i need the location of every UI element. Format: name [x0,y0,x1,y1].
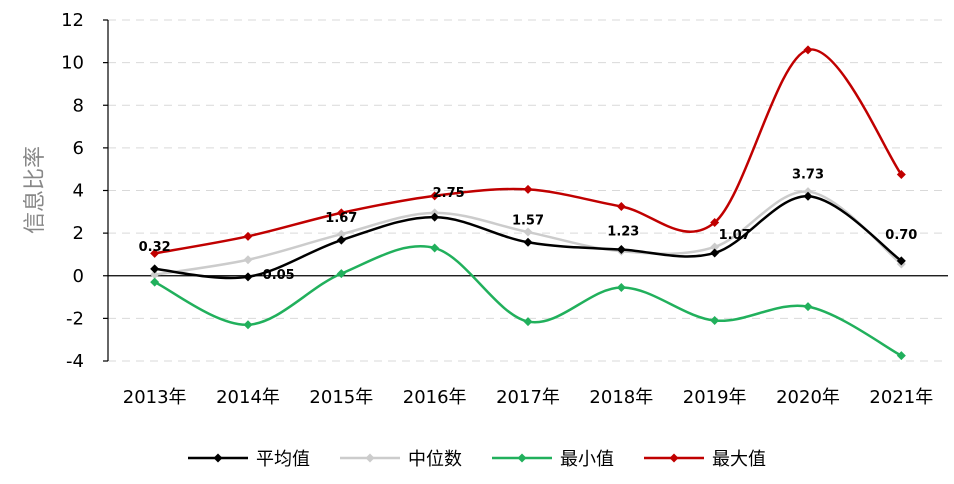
data-point [896,351,906,361]
x-tick-label: 2019年 [683,387,747,408]
legend: 平均值 中位数 最小值 最大值 [0,438,954,478]
data-point [523,227,533,237]
data-label: 1.07 [719,228,751,243]
data-point [430,191,440,201]
data-point [710,248,720,258]
axis-layer: -4 -2 0 2 4 6 8 10 12 2013年 2014年 2015年 2016年 2017年 20… [61,10,948,408]
x-tick-label: 2021年 [869,387,933,408]
legend-swatch [644,453,704,463]
data-point [430,212,440,222]
data-point [803,191,813,201]
legend-item: 最大值 [644,445,766,471]
x-tick-label: 2017年 [496,387,560,408]
x-tick-label: 2016年 [403,387,467,408]
legend-label: 最大值 [712,449,766,470]
legend-item: 平均值 [188,445,310,471]
y-tick-label: -2 [66,308,84,329]
data-point [336,208,346,218]
x-tick-label: 2013年 [123,387,187,408]
legend-swatch [188,453,248,463]
data-point [243,255,253,265]
data-point [430,243,440,253]
data-label: 1.23 [607,225,639,240]
data-point [616,245,626,255]
x-tick-label: 2020年 [776,387,840,408]
legend-swatch [340,453,400,463]
data-point [803,45,813,55]
data-point [616,201,626,211]
data-point [243,272,253,282]
data-label: 3.73 [792,167,824,182]
data-point [336,235,346,245]
data-point [523,237,533,247]
data-label: 0.70 [885,228,917,243]
data-point [150,277,160,287]
data-point [710,316,720,326]
y-tick-label: 0 [73,266,84,287]
data-point [616,282,626,292]
x-tick-label: 2015年 [309,387,373,408]
data-point [803,302,813,312]
y-tick-label: 2 [73,223,84,244]
data-label: 1.67 [325,211,357,226]
data-label: 0.32 [139,240,171,255]
data-point [523,184,533,194]
y-tick-label: 10 [61,53,84,74]
label-layer: 0.32 -0.05 1.67 2.75 1.57 1.23 1.07 3.73 0.70 [139,167,918,283]
legend-swatch [492,453,552,463]
data-point [150,264,160,274]
data-point [336,269,346,279]
x-tick-label: 2014年 [216,387,280,408]
legend-item: 中位数 [340,445,462,471]
data-point [336,229,346,239]
legend-label: 平均值 [256,449,310,470]
data-point [710,217,720,227]
y-tick-label: 12 [61,10,84,31]
data-point [803,187,813,197]
data-point [896,256,906,266]
y-tick-label: 6 [73,138,84,159]
x-tick-label: 2018年 [589,387,653,408]
y-tick-label: 8 [73,95,84,116]
series-layer [150,45,906,361]
data-point [150,270,160,280]
series-line [154,48,903,255]
y-tick-label: 4 [73,181,84,202]
data-point [710,242,720,252]
y-tick-label: -4 [66,351,84,372]
data-label: 2.75 [433,186,465,201]
data-point [150,248,160,258]
series-line [154,190,903,276]
data-label: -0.05 [257,268,294,283]
series-line [154,195,903,280]
data-point [896,170,906,180]
series-line [154,245,902,357]
legend-label: 最小值 [560,449,614,470]
legend-label: 中位数 [408,449,462,470]
y-axis-label: 信息比率 [23,146,48,234]
legend-item: 最小值 [492,445,614,471]
data-point [243,231,253,241]
data-point [523,317,533,327]
data-point [243,320,253,330]
data-label: 1.57 [512,213,544,228]
